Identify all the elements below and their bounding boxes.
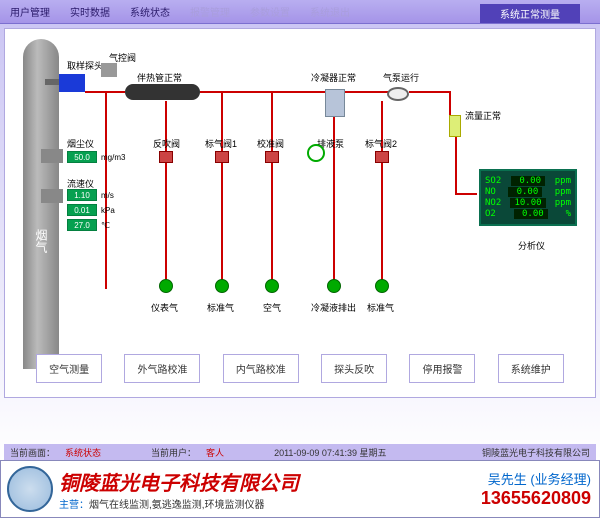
inlet-icon: [327, 279, 341, 293]
flow-v3: 27.0: [67, 219, 97, 231]
stack-icon: [23, 39, 59, 369]
btn-stop-alarm[interactable]: 停用报警: [409, 354, 475, 383]
status-badge: 系统正常测量: [480, 4, 580, 23]
pipe: [165, 101, 167, 289]
inlet-icon: [215, 279, 229, 293]
analyzer-row: NO210.00ppm: [485, 198, 571, 208]
menu-realtime[interactable]: 实时数据: [60, 4, 120, 19]
company-name: 铜陵蓝光电子科技有限公司: [59, 467, 481, 496]
flow-u3: ℃: [101, 221, 110, 230]
menu-sysstatus[interactable]: 系统状态: [120, 4, 180, 19]
company-strip: 铜陵蓝光电子科技有限公司 主营：烟气在线监测,氨逃逸监测,环境监测仪器 吴先生 …: [0, 460, 600, 518]
probe-icon: [59, 74, 85, 92]
pipe: [200, 91, 325, 93]
pipe: [455, 137, 457, 193]
flow-u1: m/s: [101, 191, 114, 200]
dust-unit: mg/m3: [101, 153, 125, 162]
pipe: [221, 91, 223, 289]
pipe: [449, 91, 451, 115]
dust-value: 50.0: [67, 151, 97, 163]
analyzer-row: O20.00%: [485, 209, 571, 219]
footer-dt: 2011-09-09 07:41:39 星期五: [274, 446, 386, 459]
valve-icon: [159, 151, 173, 163]
flow-label: 流量正常: [465, 109, 501, 122]
valve-icon: [375, 151, 389, 163]
cond-drain-label: 冷凝液排出: [311, 301, 356, 314]
footer-l2: 当前用户：: [151, 446, 196, 459]
menu-params[interactable]: 参数设置: [240, 4, 300, 19]
pipe: [271, 91, 273, 289]
heater-icon: [125, 84, 200, 100]
valve-icon: [215, 151, 229, 163]
cal2-label: 标气阀2: [365, 137, 397, 150]
btn-maint[interactable]: 系统维护: [498, 354, 564, 383]
backflush-label: 反吹阀: [153, 137, 180, 150]
footer-status: 当前画面： 系统状态 当前用户： 客人 2011-09-09 07:41:39 …: [4, 444, 596, 460]
contact-block: 吴先生 (业务经理) 13655620809: [481, 469, 599, 509]
flow-sensor-icon: [41, 189, 63, 203]
flow-u2: kPa: [101, 206, 115, 215]
pipe: [409, 91, 449, 93]
company-sub: 主营：烟气在线监测,氨逃逸监测,环境监测仪器: [59, 496, 481, 511]
footer-l1: 当前画面：: [10, 446, 55, 459]
gas-valve-icon: [101, 63, 117, 77]
dust-label: 烟尘仪: [67, 137, 94, 150]
logo-icon: [7, 466, 53, 512]
menu-exit[interactable]: 系统退出: [300, 4, 360, 19]
footer-l2v: 客人: [206, 446, 224, 459]
inlet-icon: [265, 279, 279, 293]
analyzer-panel: SO20.00ppm NO0.00ppm NO210.00ppm O20.00%: [479, 169, 577, 226]
app-window: 用户管理 实时数据 系统状态 报警管理 参数设置 系统退出 系统正常测量 烟气 …: [0, 0, 600, 460]
analyzer-row: SO20.00ppm: [485, 176, 571, 186]
calvalve-label: 校准阀: [257, 137, 284, 150]
cal-gas2-label: 标准气: [367, 301, 394, 314]
inlet-icon: [159, 279, 173, 293]
btn-backflush[interactable]: 探头反吹: [321, 354, 387, 383]
air-label: 空气: [263, 301, 281, 314]
pipe: [381, 101, 383, 289]
btn-ext-cal[interactable]: 外气路校准: [124, 354, 200, 383]
btn-air-measure[interactable]: 空气测量: [36, 354, 102, 383]
pipe: [455, 193, 477, 195]
contact-name: 吴先生 (业务经理): [481, 469, 591, 488]
stack-label: 烟气: [33, 229, 50, 253]
footer-comp: 铜陵蓝光电子科技有限公司: [482, 446, 590, 459]
probe-label: 取样探头: [67, 59, 103, 72]
heater-label: 伴热管正常: [137, 71, 182, 84]
condenser-icon: [325, 89, 345, 117]
cal-gas-label: 标准气: [207, 301, 234, 314]
menu-user[interactable]: 用户管理: [0, 4, 60, 19]
gas-pump-label: 气泵运行: [383, 71, 419, 84]
inlet-icon: [375, 279, 389, 293]
flow-meter-icon: [449, 115, 461, 137]
pipe: [105, 91, 107, 289]
menu-alarm[interactable]: 报警管理: [180, 4, 240, 19]
flow-v1: 1.10: [67, 189, 97, 201]
drain-pump-icon: [307, 144, 325, 162]
process-diagram: 烟气 取样探头 气控阀 伴热管正常 冷凝器正常 气泵运行 流量正常 烟尘仪 50…: [4, 28, 596, 398]
button-row: 空气测量 外气路校准 内气路校准 探头反吹 停用报警 系统维护: [5, 354, 595, 383]
gas-pump-icon: [387, 87, 409, 101]
footer-l1v: 系统状态: [65, 446, 101, 459]
flow-v2: 0.01: [67, 204, 97, 216]
cal1-label: 标气阀1: [205, 137, 237, 150]
analyzer-title: 分析仪: [518, 239, 545, 252]
contact-phone: 13655620809: [481, 488, 591, 509]
analyzer-row: NO0.00ppm: [485, 187, 571, 197]
btn-int-cal[interactable]: 内气路校准: [223, 354, 299, 383]
condenser-label: 冷凝器正常: [311, 71, 356, 84]
dust-sensor-icon: [41, 149, 63, 163]
company-text: 铜陵蓝光电子科技有限公司 主营：烟气在线监测,氨逃逸监测,环境监测仪器: [59, 467, 481, 511]
valve-icon: [265, 151, 279, 163]
inst-air-label: 仪表气: [151, 301, 178, 314]
pipe: [345, 91, 389, 93]
